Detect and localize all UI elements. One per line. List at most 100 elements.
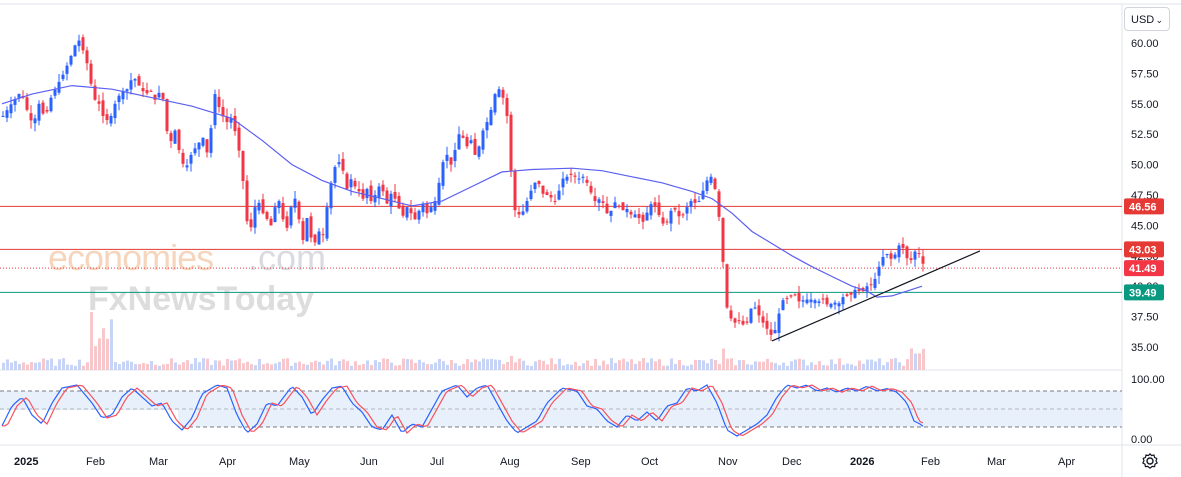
volume-bar (386, 358, 389, 370)
volume-bar (586, 360, 589, 370)
volume-bar (302, 364, 305, 370)
candle-body (29, 113, 33, 121)
volume-bar (326, 360, 329, 370)
candle-body (385, 190, 389, 204)
candle-body (93, 85, 97, 100)
volume-bar (226, 358, 229, 370)
settings-gear-icon[interactable] (1141, 452, 1159, 470)
volume-bar (366, 360, 369, 370)
candle-body (785, 298, 789, 300)
volume-bar (274, 363, 277, 370)
candle-body (685, 207, 689, 214)
candle-body (53, 89, 57, 96)
price-tick: 50.00 (1131, 160, 1159, 172)
volume-bar (870, 359, 873, 370)
candle-body (185, 165, 189, 168)
candle-body (221, 107, 225, 117)
candle-body (897, 245, 901, 258)
candle-body (669, 210, 673, 224)
price-tick: 52.50 (1131, 129, 1159, 141)
candle-body (281, 203, 285, 220)
candle-body (533, 182, 537, 190)
candle-body (893, 254, 897, 259)
candle-body (105, 114, 109, 121)
volume-bar (770, 362, 773, 370)
volume-bar (466, 359, 469, 370)
volume-bar (334, 365, 337, 370)
volume-bar (438, 358, 441, 370)
trendline[interactable] (771, 250, 981, 342)
candle-body (65, 65, 69, 74)
volume-bar (26, 364, 29, 370)
volume-bar (782, 362, 785, 370)
candle-body (269, 218, 273, 226)
volume-bar (130, 361, 133, 370)
volume-bar (18, 363, 21, 370)
candle-body (577, 178, 581, 180)
candle-body (509, 114, 513, 171)
volume-bar (502, 364, 505, 370)
candle-body (193, 148, 197, 154)
volume-bar (618, 360, 621, 370)
volume-bar (214, 360, 217, 370)
candle-body (109, 115, 113, 124)
volume-bar (886, 362, 889, 370)
time-tick: Sep (571, 456, 591, 468)
watermark-dotcom: .com (248, 237, 326, 278)
candle-body (525, 201, 529, 212)
candle-body (57, 81, 61, 93)
volume-bar (538, 359, 541, 370)
candle-body (853, 289, 857, 298)
candle-body (705, 180, 709, 191)
time-tick: Apr (219, 456, 236, 468)
volume-bar (122, 361, 125, 370)
svg-text:39.49: 39.49 (1129, 287, 1157, 299)
candle-body (677, 210, 681, 217)
volume-bar (242, 363, 245, 370)
currency-selector[interactable]: USD ⌄ (1124, 7, 1170, 31)
volume-bar (454, 363, 457, 370)
volume-bar (874, 361, 877, 370)
candle-body (693, 199, 697, 203)
candle-body (597, 199, 601, 203)
candle-body (213, 94, 217, 126)
volume-bar (630, 359, 633, 370)
time-tick: Jun (360, 456, 378, 468)
volume-bar (458, 365, 461, 370)
candle-body (413, 212, 417, 220)
candle-body (713, 178, 717, 189)
candle-body (201, 137, 205, 146)
candle-body (721, 218, 725, 262)
volume-bar (262, 364, 265, 370)
candle-body (829, 303, 833, 308)
price-tick: 35.00 (1131, 342, 1159, 354)
volume-bar (638, 361, 641, 370)
volume-bar (34, 362, 37, 370)
candle-body (389, 193, 393, 207)
time-tick: Aug (500, 456, 520, 468)
volume-bar (38, 362, 41, 370)
volume-bar (494, 359, 497, 370)
volume-bar (594, 358, 597, 370)
volume-bar (110, 319, 113, 370)
time-tick: Oct (641, 456, 658, 468)
volume-bar (834, 364, 837, 370)
chevron-down-icon: ⌄ (1155, 15, 1163, 25)
candle-body (169, 133, 173, 142)
volume-bar (430, 364, 433, 370)
candle-body (753, 307, 757, 309)
candle-body (285, 216, 289, 228)
volume-bar (178, 364, 181, 370)
volume-bar (266, 363, 269, 370)
candle-body (145, 90, 149, 94)
volume-bar (738, 360, 741, 370)
candle-body (425, 203, 429, 214)
volume-bar (814, 364, 817, 370)
volume-bar (718, 363, 721, 370)
volume-bar (74, 365, 77, 370)
volume-bar (154, 364, 157, 370)
watermark: economies .com FxNewsToday (48, 237, 326, 318)
volume-bar (850, 364, 853, 370)
candle-body (357, 188, 361, 192)
volume-bar (346, 361, 349, 370)
